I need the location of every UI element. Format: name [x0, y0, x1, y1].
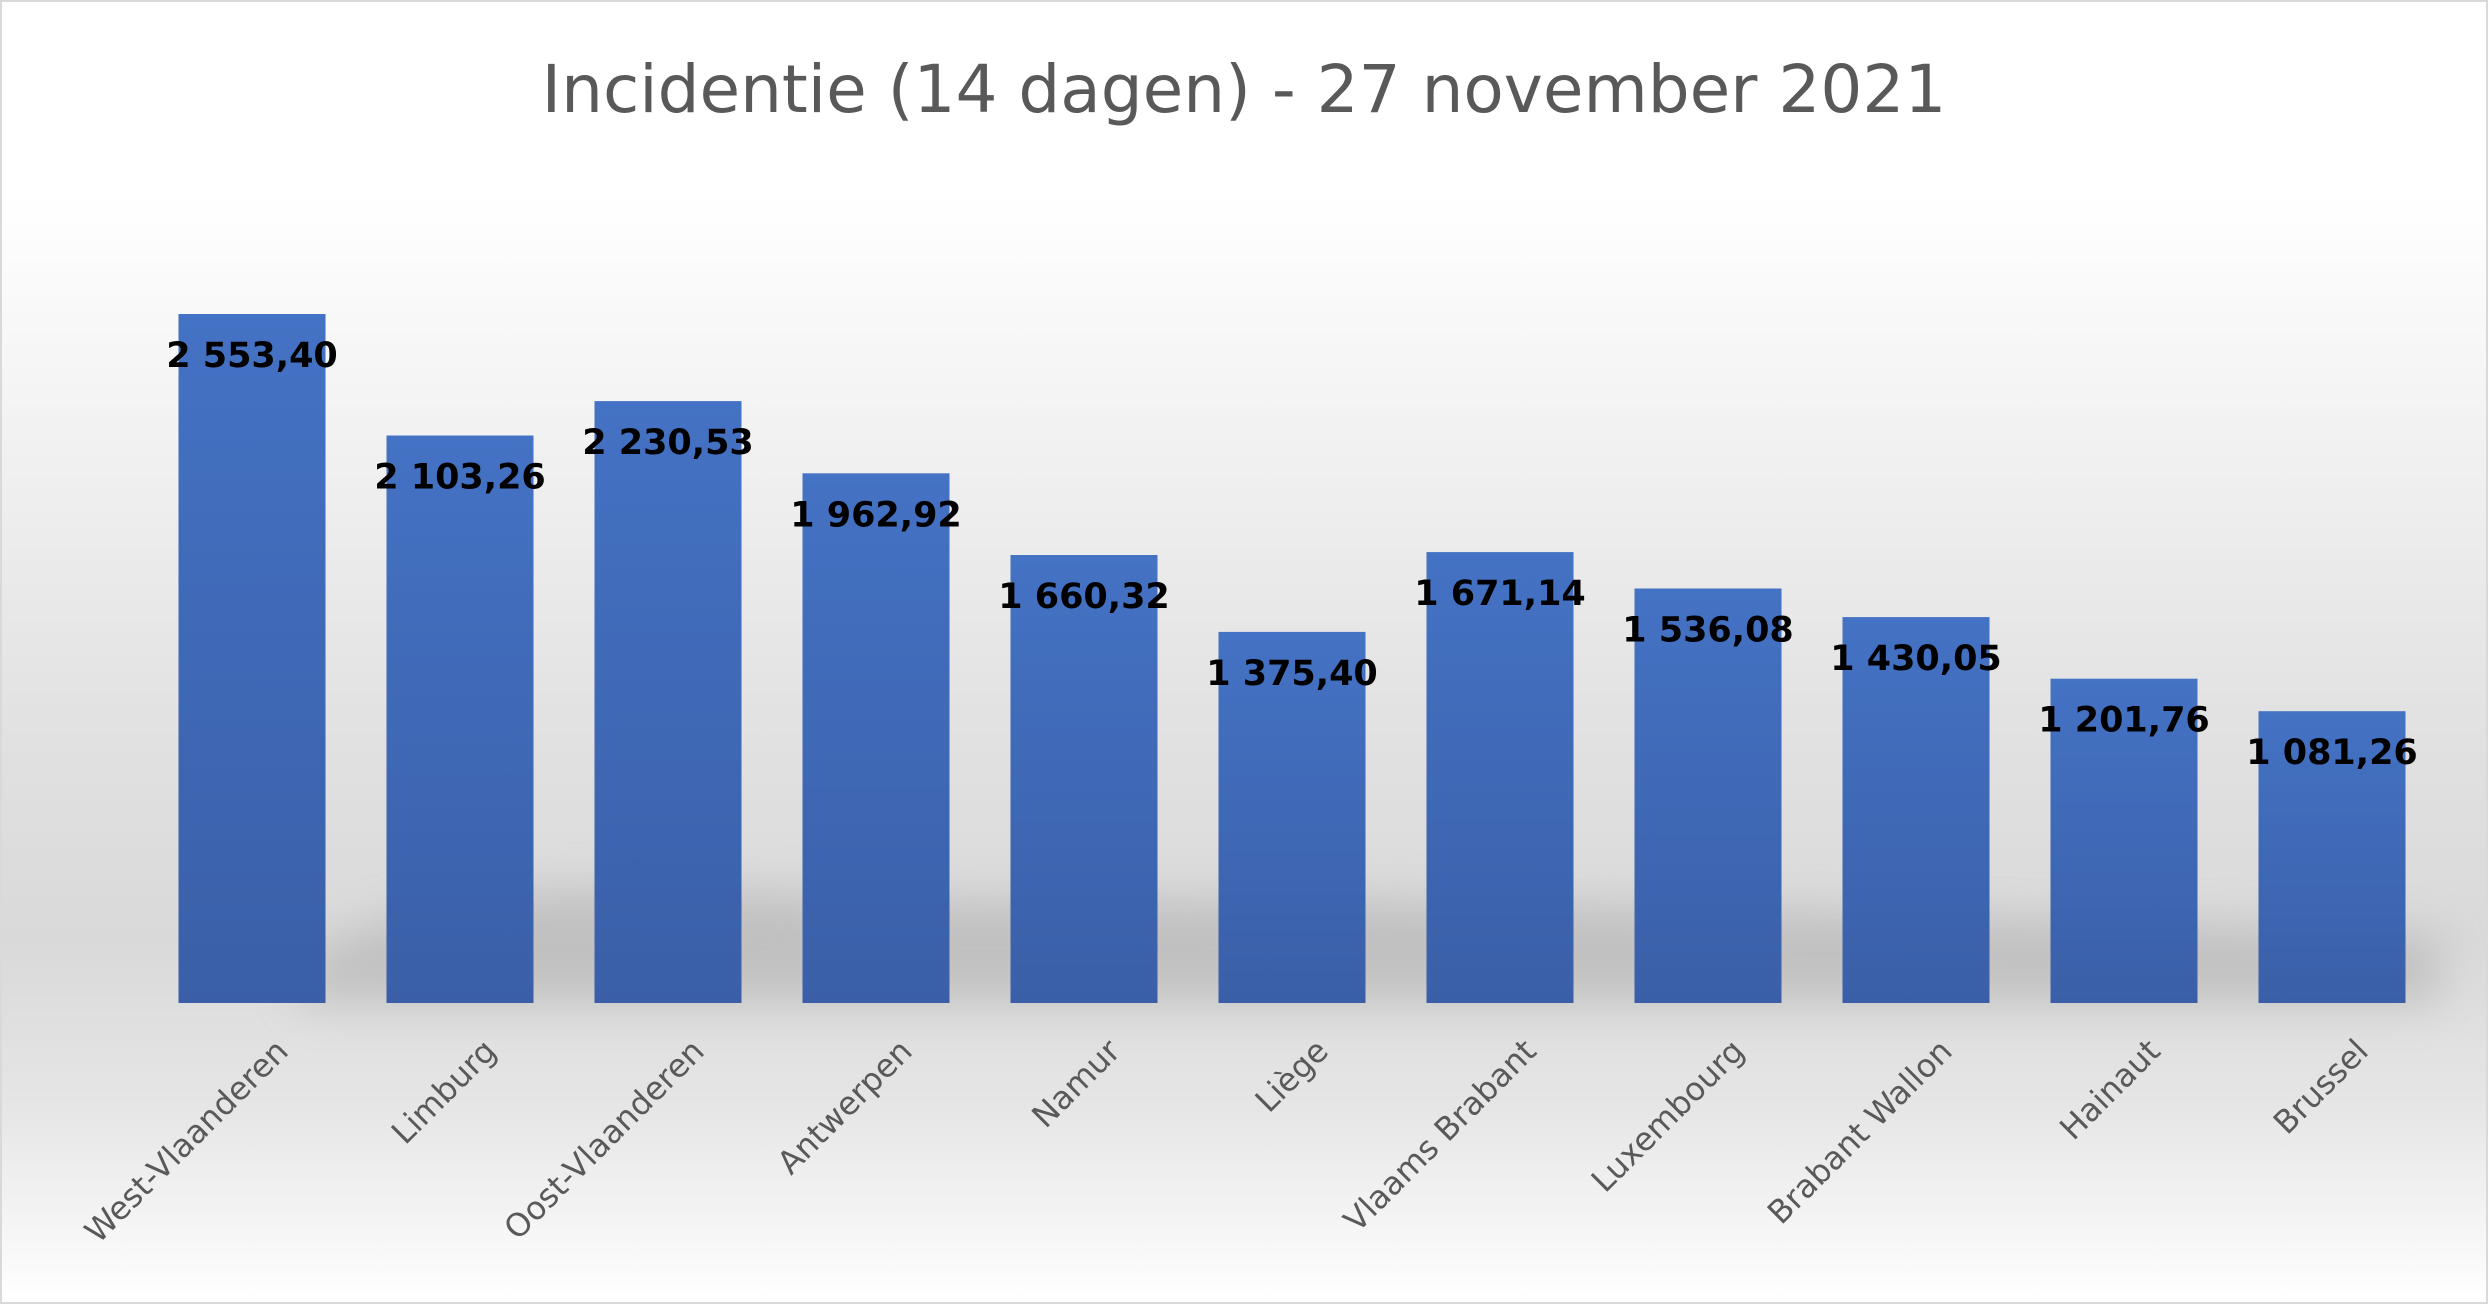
bar — [594, 401, 742, 1004]
data-labels: 2 553,40 2 103,26 2 230,53 1 962,92 1 660,32… — [166, 336, 2418, 773]
bars — [178, 314, 2406, 1004]
bar — [802, 473, 950, 1003]
data-label: 1 962,92 — [790, 495, 962, 535]
bar — [2258, 711, 2406, 1003]
data-label: 1 536,08 — [1622, 611, 1794, 651]
bar — [1634, 588, 1782, 1003]
bar — [386, 435, 534, 1003]
chart-title: Incidentie (14 dagen) - 27 november 2021 — [542, 51, 1947, 128]
data-label: 2 103,26 — [374, 458, 546, 498]
data-label: 1 081,26 — [2246, 733, 2418, 773]
bar — [1218, 631, 1366, 1003]
bar — [1010, 555, 1158, 1003]
data-label: 1 430,05 — [1830, 639, 2002, 679]
bar — [1842, 617, 1990, 1003]
data-label: 1 375,40 — [1206, 654, 1378, 694]
bar — [2050, 678, 2198, 1003]
data-label: 2 553,40 — [166, 336, 338, 376]
data-label: 1 201,76 — [2038, 701, 2210, 741]
data-label: 1 660,32 — [998, 577, 1170, 617]
data-label: 2 230,53 — [582, 423, 754, 463]
bar — [1426, 552, 1574, 1003]
data-label: 1 671,14 — [1414, 574, 1586, 614]
bar — [178, 314, 326, 1003]
